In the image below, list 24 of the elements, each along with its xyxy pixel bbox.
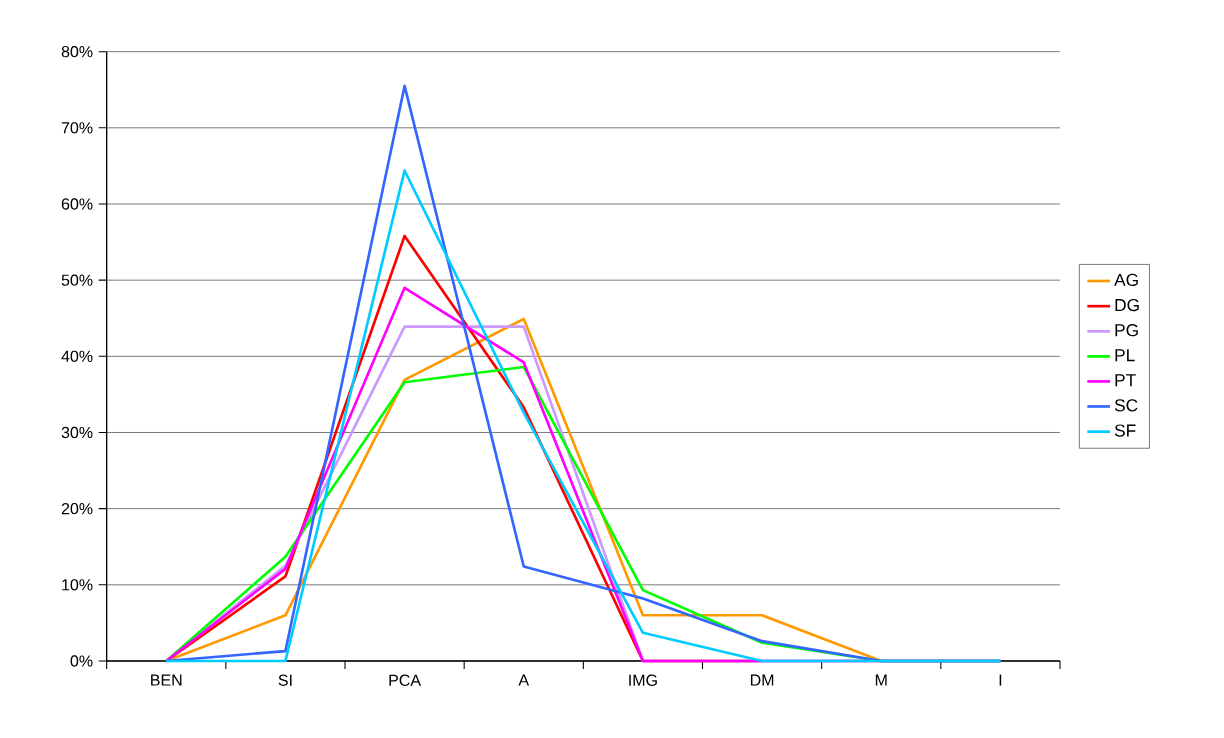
legend-label: PL bbox=[1115, 349, 1135, 362]
legend-label: DG bbox=[1115, 298, 1139, 312]
y-tick-label: 40% bbox=[61, 350, 93, 362]
y-tick-label: 30% bbox=[61, 426, 93, 439]
legend-label: SF bbox=[1114, 424, 1136, 437]
x-tick-label: PCA bbox=[389, 674, 422, 686]
x-tick-label: IMG bbox=[629, 674, 657, 686]
y-tick-label: 70% bbox=[61, 122, 93, 134]
y-tick-label: 80% bbox=[61, 46, 93, 58]
y-tick-label: 50% bbox=[61, 274, 93, 286]
y-tick-label: 20% bbox=[61, 502, 93, 515]
x-tick-label: M bbox=[875, 674, 887, 686]
legend-label: PT bbox=[1115, 374, 1136, 387]
y-tick-label: 60% bbox=[61, 198, 93, 210]
legend-label: PG bbox=[1115, 324, 1138, 337]
legend-label: AG bbox=[1114, 273, 1138, 287]
legend-label: SC bbox=[1114, 399, 1138, 412]
x-tick-label: A bbox=[518, 674, 530, 686]
x-tick-label: DM bbox=[750, 674, 774, 686]
x-tick-label: I bbox=[999, 674, 1002, 686]
x-tick-label: SI bbox=[278, 674, 292, 686]
x-tick-label: BEN bbox=[151, 674, 182, 686]
y-tick-label: 0% bbox=[70, 655, 93, 667]
y-tick-label: 10% bbox=[62, 579, 93, 591]
